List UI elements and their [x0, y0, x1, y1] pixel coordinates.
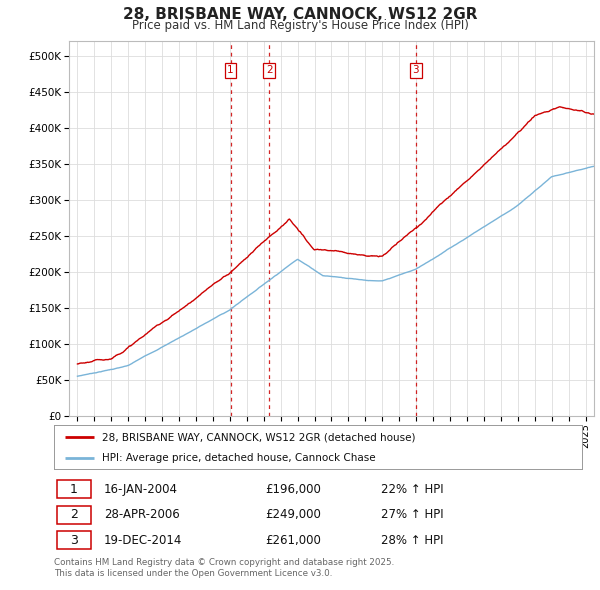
Text: £249,000: £249,000 — [265, 508, 321, 522]
Text: 16-JAN-2004: 16-JAN-2004 — [104, 483, 178, 496]
Text: Price paid vs. HM Land Registry's House Price Index (HPI): Price paid vs. HM Land Registry's House … — [131, 19, 469, 32]
FancyBboxPatch shape — [56, 506, 91, 524]
Text: 28, BRISBANE WAY, CANNOCK, WS12 2GR: 28, BRISBANE WAY, CANNOCK, WS12 2GR — [123, 7, 477, 22]
Text: 22% ↑ HPI: 22% ↑ HPI — [382, 483, 444, 496]
FancyBboxPatch shape — [56, 480, 91, 499]
Text: 27% ↑ HPI: 27% ↑ HPI — [382, 508, 444, 522]
FancyBboxPatch shape — [56, 531, 91, 549]
Text: 2: 2 — [70, 508, 78, 522]
Text: 28-APR-2006: 28-APR-2006 — [104, 508, 180, 522]
Text: 28, BRISBANE WAY, CANNOCK, WS12 2GR (detached house): 28, BRISBANE WAY, CANNOCK, WS12 2GR (det… — [101, 432, 415, 442]
Text: £196,000: £196,000 — [265, 483, 321, 496]
Text: 19-DEC-2014: 19-DEC-2014 — [104, 534, 182, 547]
Text: 1: 1 — [227, 65, 234, 75]
Text: £261,000: £261,000 — [265, 534, 321, 547]
Text: 28% ↑ HPI: 28% ↑ HPI — [382, 534, 444, 547]
Text: Contains HM Land Registry data © Crown copyright and database right 2025.
This d: Contains HM Land Registry data © Crown c… — [54, 558, 394, 578]
Text: 2: 2 — [266, 65, 272, 75]
Text: 3: 3 — [70, 534, 78, 547]
Text: 1: 1 — [70, 483, 78, 496]
Text: HPI: Average price, detached house, Cannock Chase: HPI: Average price, detached house, Cann… — [101, 453, 375, 463]
Text: 3: 3 — [412, 65, 419, 75]
